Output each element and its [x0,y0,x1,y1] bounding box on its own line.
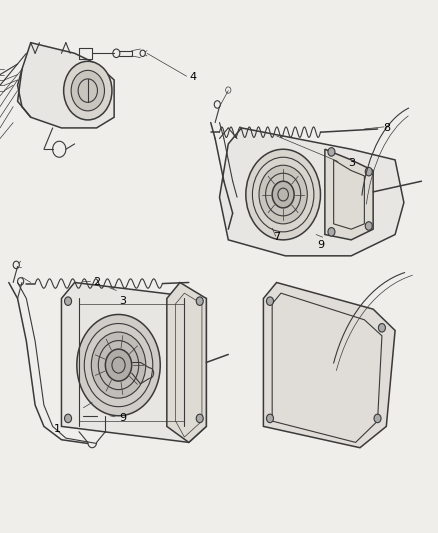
Text: 9: 9 [119,414,126,423]
Circle shape [266,414,273,423]
Circle shape [258,165,307,224]
Circle shape [378,324,385,332]
Text: 9: 9 [316,240,323,250]
Polygon shape [219,128,403,256]
Circle shape [71,70,104,111]
Circle shape [64,61,112,120]
Circle shape [91,332,145,398]
Polygon shape [166,282,206,442]
Circle shape [245,149,320,240]
Circle shape [105,349,131,381]
Circle shape [327,148,334,156]
Text: 2: 2 [93,278,100,287]
Circle shape [327,228,334,236]
Circle shape [77,314,160,416]
Circle shape [272,181,293,208]
Circle shape [373,414,380,423]
Circle shape [266,297,273,305]
Text: 1: 1 [53,424,60,434]
Circle shape [64,414,71,423]
Circle shape [64,297,71,305]
Text: 3: 3 [347,158,354,167]
Circle shape [364,222,371,230]
Circle shape [280,325,359,421]
Circle shape [272,314,368,432]
Text: 8: 8 [382,123,389,133]
Circle shape [196,414,203,423]
Circle shape [364,167,371,176]
Polygon shape [18,43,114,128]
Circle shape [196,297,203,305]
Text: 7: 7 [272,232,279,242]
Polygon shape [61,282,206,442]
Polygon shape [263,282,394,448]
Text: 3: 3 [119,296,126,306]
Polygon shape [324,149,372,240]
Text: 4: 4 [189,72,196,82]
